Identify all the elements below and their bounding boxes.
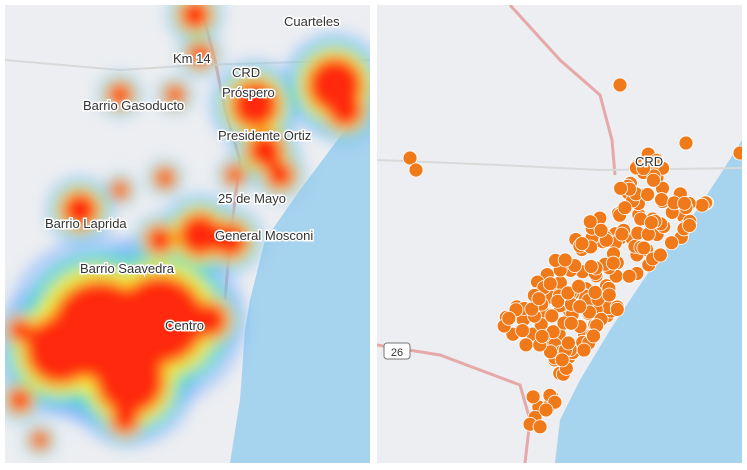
place-label: General Mosconi	[215, 228, 313, 243]
incident-dot	[501, 310, 517, 326]
incident-dot	[613, 180, 629, 196]
heatmap-panel: Cuarteles Km 14 CRD Barrio Gasoducto Pró…	[5, 5, 370, 463]
heat-spot	[25, 315, 95, 385]
incident-dot	[518, 337, 534, 353]
heat-spot	[62, 192, 98, 228]
incident-dot	[560, 285, 576, 301]
place-label: Presidente Ortiz	[218, 128, 311, 143]
incident-dot	[587, 284, 603, 300]
dot-map-panel: CRD 26	[377, 5, 742, 463]
incident-dot	[614, 226, 630, 242]
incident-dot	[640, 187, 656, 202]
heat-spot	[192, 302, 228, 338]
incident-dot	[524, 301, 540, 317]
incident-dot	[617, 200, 633, 216]
heat-spot	[178, 213, 222, 257]
place-label: Cuarteles	[284, 14, 340, 29]
route-shield	[383, 342, 411, 360]
place-label: Barrio Laprida	[45, 216, 127, 231]
heat-spot	[111, 181, 129, 199]
incident-dot	[515, 323, 530, 338]
heat-spot	[247, 132, 283, 168]
incident-dot	[554, 352, 570, 368]
incident-dot	[532, 419, 548, 435]
place-label: Próspero	[222, 85, 275, 100]
place-label: CRD	[232, 65, 260, 80]
dot-layer	[402, 77, 742, 435]
place-label: Km 14	[173, 51, 211, 66]
incident-dot	[652, 247, 668, 263]
incident-dot	[408, 162, 424, 178]
heat-spot	[95, 345, 165, 415]
place-label: CRD	[635, 154, 663, 169]
heat-spot	[146, 226, 174, 254]
incident-dot	[694, 197, 710, 213]
incident-dot	[636, 240, 652, 256]
incident-dot	[601, 287, 617, 303]
incident-dot	[621, 268, 637, 284]
place-label: Barrio Gasoducto	[83, 98, 184, 113]
road	[5, 59, 370, 72]
incident-dot	[531, 291, 547, 307]
incident-dot	[609, 301, 625, 317]
incident-dot	[544, 308, 560, 324]
incident-dot	[563, 315, 579, 331]
incident-dot	[677, 195, 692, 211]
heat-spot	[108, 83, 132, 107]
heat-spot	[266, 161, 294, 189]
heat-spot	[231, 81, 279, 129]
incident-dot	[664, 235, 679, 251]
incident-dot	[534, 328, 550, 344]
road	[508, 5, 617, 176]
incident-dot	[582, 214, 598, 230]
heat-spot	[225, 165, 245, 185]
incident-dot	[538, 402, 554, 418]
incident-dot	[586, 328, 601, 344]
incident-dot	[560, 335, 576, 351]
heat-spot	[180, 5, 210, 30]
incident-dot	[557, 252, 573, 268]
heat-spot	[111, 406, 139, 434]
incident-dot	[525, 389, 541, 405]
incident-dot	[574, 236, 590, 252]
divider	[370, 0, 377, 470]
heat-spot	[31, 431, 49, 449]
incident-dot	[682, 218, 697, 233]
incident-dot	[571, 278, 587, 294]
incident-dot	[646, 172, 661, 188]
incident-dot	[542, 276, 558, 292]
place-label: Barrio Saavedra	[80, 261, 175, 276]
incident-dot	[654, 192, 669, 207]
incident-dot	[543, 344, 558, 360]
incident-dot	[612, 77, 628, 93]
route-number: 26	[391, 347, 403, 359]
incident-dot	[732, 145, 742, 161]
heat-layer	[5, 5, 370, 458]
heat-spot	[8, 318, 32, 342]
incident-dot	[593, 222, 609, 238]
incident-dot	[576, 342, 592, 358]
incident-dot	[402, 150, 418, 166]
place-label: 25 de Mayo	[218, 191, 286, 206]
heat-spot	[115, 275, 205, 365]
heat-spot	[155, 168, 175, 188]
incident-dot	[643, 215, 659, 231]
heat-spot	[212, 222, 248, 258]
incident-dot	[649, 152, 665, 168]
heat-spot	[188, 43, 212, 67]
sea	[230, 80, 370, 463]
incident-dot	[678, 135, 694, 151]
road	[377, 159, 742, 172]
heat-spot	[327, 92, 363, 128]
incident-dot	[572, 299, 588, 314]
incident-dot	[605, 255, 621, 271]
place-label: Centro	[165, 318, 204, 333]
incident-dot	[583, 259, 599, 274]
heat-spot	[8, 388, 32, 412]
heat-spot	[165, 85, 185, 105]
incident-dot	[636, 161, 651, 176]
